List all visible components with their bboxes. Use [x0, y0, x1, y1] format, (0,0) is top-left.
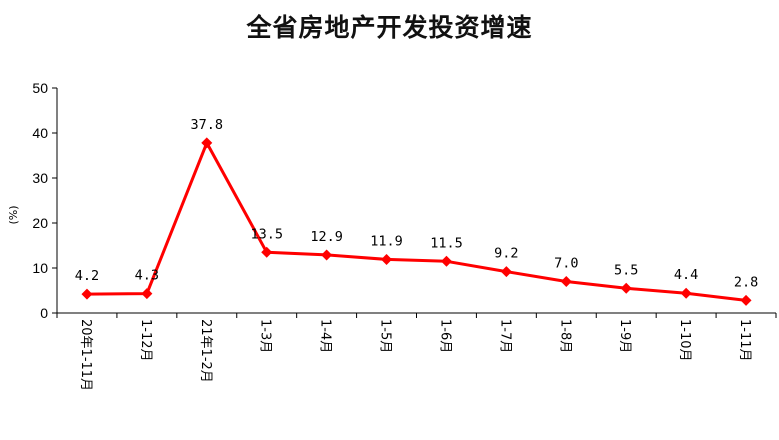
- data-label: 4.3: [135, 268, 159, 284]
- x-category-label: 1-12月: [138, 319, 153, 362]
- data-point-marker: [141, 288, 153, 300]
- x-category-label: 1-8月: [557, 319, 572, 353]
- x-category-label: 1-4月: [318, 319, 333, 353]
- x-category-label: 1-7月: [497, 319, 512, 353]
- data-point-marker: [321, 249, 333, 261]
- data-label: 7.0: [554, 256, 578, 272]
- y-tick-label: 50: [32, 80, 48, 96]
- data-point-marker: [620, 282, 632, 294]
- y-tick-label: 10: [32, 260, 48, 276]
- y-tick-label: 20: [32, 215, 48, 231]
- data-label: 4.2: [75, 268, 99, 284]
- x-category-label: 1-11月: [737, 319, 752, 362]
- chart-title: 全省房地产开发投资增速: [246, 13, 533, 42]
- x-category-label: 1-6月: [437, 319, 452, 353]
- x-category-label: 1-9月: [617, 319, 632, 353]
- series-line: [86, 141, 747, 302]
- data-point-marker: [680, 287, 692, 299]
- data-label: 11.5: [430, 235, 463, 251]
- data-label: 12.9: [310, 229, 343, 245]
- data-label: 2.8: [734, 274, 758, 290]
- data-label: 11.9: [370, 233, 403, 249]
- data-point-marker: [381, 253, 393, 265]
- data-point-marker: [500, 266, 512, 278]
- x-category-label: 1-3月: [258, 319, 273, 353]
- data-point-marker: [81, 288, 93, 300]
- data-label: 37.8: [191, 117, 224, 133]
- data-point-marker: [440, 255, 452, 267]
- x-category-label: 1-10月: [677, 319, 692, 362]
- data-label: 4.4: [674, 267, 698, 283]
- y-tick-label: 0: [40, 305, 48, 321]
- x-category-label: 1-5月: [378, 319, 393, 353]
- data-point-marker: [261, 246, 273, 258]
- data-label: 9.2: [494, 246, 518, 262]
- x-category-label: 20年1-11月: [78, 319, 93, 391]
- x-category-label: 21年1-2月: [198, 319, 213, 383]
- data-point-marker: [560, 276, 572, 287]
- data-label: 5.5: [614, 262, 638, 278]
- y-axis-label: (%): [7, 205, 20, 224]
- data-point-marker: [740, 294, 752, 306]
- y-tick-label: 40: [32, 125, 48, 141]
- data-label: 13.5: [250, 226, 283, 242]
- data-point-marker: [201, 137, 213, 149]
- y-tick-label: 30: [32, 170, 48, 186]
